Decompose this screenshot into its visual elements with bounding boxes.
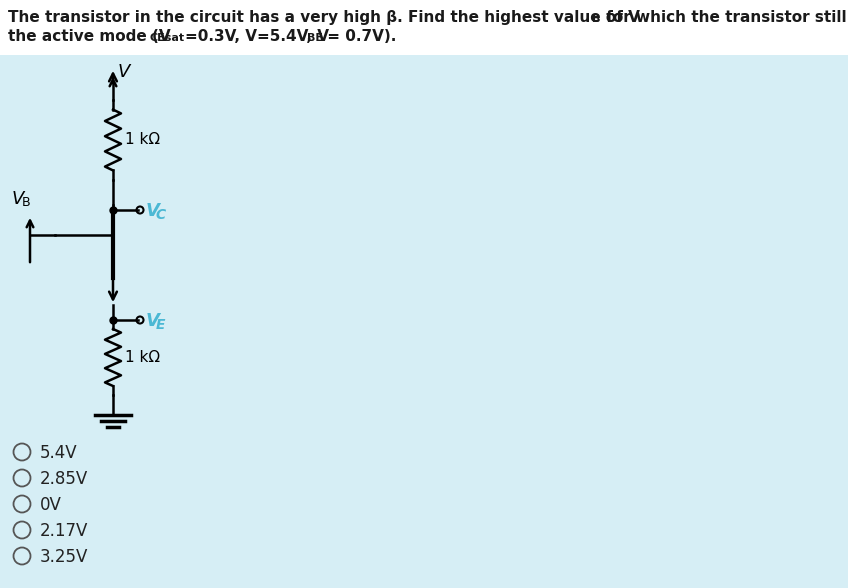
Text: B: B: [592, 14, 600, 24]
Text: 2.85V: 2.85V: [40, 470, 88, 488]
Bar: [0, 0, 848, 55]
Text: The transistor in the circuit has a very high β. Find the highest value of V: The transistor in the circuit has a very…: [8, 10, 640, 25]
Text: C: C: [156, 208, 166, 222]
Text: V: V: [146, 312, 160, 330]
Text: 0V: 0V: [40, 496, 62, 514]
Text: the active mode (V: the active mode (V: [8, 29, 170, 44]
Text: BE: BE: [307, 33, 323, 43]
Text: E: E: [156, 318, 165, 332]
Text: 1 kΩ: 1 kΩ: [125, 350, 160, 365]
Text: for which the transistor still operates in: for which the transistor still operates …: [601, 10, 848, 25]
Text: B: B: [22, 196, 31, 209]
Text: 5.4V: 5.4V: [40, 444, 78, 462]
Text: = 0.7V).: = 0.7V).: [322, 29, 396, 44]
Text: V: V: [118, 63, 131, 81]
Text: 2.17V: 2.17V: [40, 522, 88, 540]
Text: V: V: [146, 202, 160, 220]
Text: =0.3V, V=5.4V, V: =0.3V, V=5.4V, V: [185, 29, 329, 44]
Text: CEsat: CEsat: [149, 33, 184, 43]
Text: 1 kΩ: 1 kΩ: [125, 132, 160, 148]
Text: 3.25V: 3.25V: [40, 548, 88, 566]
Text: V: V: [12, 190, 25, 208]
